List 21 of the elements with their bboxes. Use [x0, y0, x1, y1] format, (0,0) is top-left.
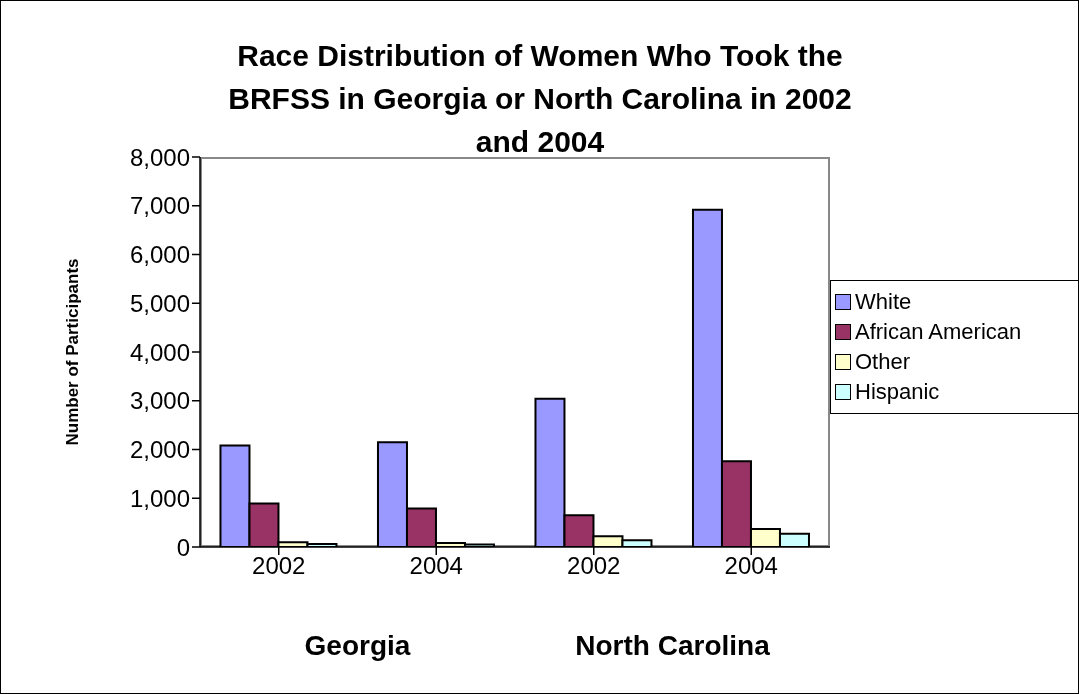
text: Georgia — [303, 630, 412, 662]
legend-label: African American — [855, 319, 1022, 345]
y-tick-label: 1,000 — [129, 484, 190, 512]
x-tick-label: 2004 — [724, 552, 778, 580]
x-tick-label: 2002 — [567, 552, 621, 580]
y-tick-label: 7,000 — [129, 192, 190, 220]
chart-title: Race Distribution of Women Who Took the BRFSS in Georgia or North Carolina in 2002 and 2004 — [227, 38, 853, 160]
y-tick-label: 2,000 — [129, 436, 190, 464]
text: North Carolina — [574, 630, 771, 662]
x-tick-label: 2004 — [409, 552, 463, 580]
y-tick-label: 6,000 — [129, 241, 190, 269]
legend-label: Other — [855, 349, 911, 375]
y-tick-label: 8,000 — [129, 143, 190, 171]
legend-label: White — [855, 289, 912, 315]
y-tick-label: 5,000 — [129, 289, 190, 317]
x-tick-label: 2002 — [252, 552, 306, 580]
y-tick-label: 0 — [176, 533, 190, 561]
y-tick-label: 3,000 — [129, 387, 190, 415]
y-tick-label: 4,000 — [129, 338, 190, 366]
legend-label: Hispanic — [855, 379, 940, 405]
y-axis-title: Number of Participants — [63, 258, 83, 446]
